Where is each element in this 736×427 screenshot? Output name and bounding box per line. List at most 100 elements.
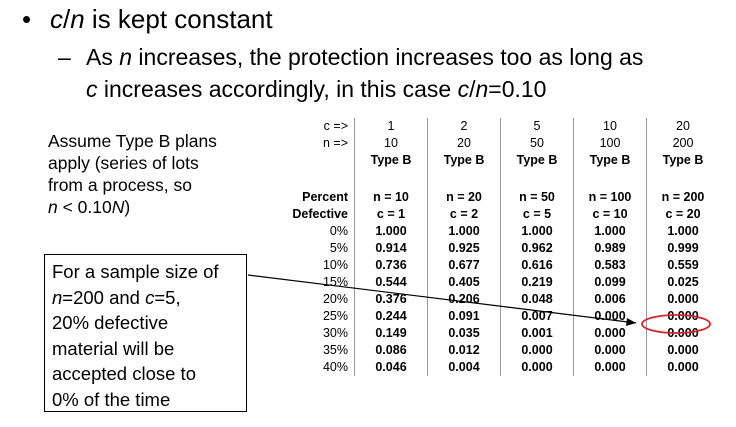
plan-type: Type B [354, 152, 428, 169]
defective-header: Defective [292, 207, 348, 221]
var-n: n [52, 286, 63, 308]
probability-cell: 0.544 [354, 274, 428, 291]
probability-cell: 0.001 [500, 325, 574, 342]
probability-cell: 0.000 [646, 359, 719, 376]
percent-defective-cell: 5% [329, 241, 348, 255]
table-row: 20% 0.376 0.206 0.048 0.006 0.000 [272, 291, 719, 308]
callout-line: 0% of the time [52, 388, 171, 410]
var-n: n [48, 197, 58, 217]
sub-bullet-line-2: c increases accordingly, in this case c/… [86, 76, 546, 103]
sub-text: increases, the protection increases too … [132, 44, 644, 70]
probability-cell: 0.989 [573, 240, 647, 257]
c-value: 10 [573, 118, 647, 135]
c-value: 5 [500, 118, 574, 135]
n-header: n = 50 [500, 189, 574, 206]
var-c: c [50, 4, 63, 34]
percent-defective-cell: 35% [322, 343, 348, 357]
assume-line: apply (series of lots [48, 153, 199, 173]
probability-cell: 0.559 [646, 257, 719, 274]
probability-cell: 0.999 [646, 240, 719, 257]
percent-defective-cell: 40% [322, 360, 348, 374]
slash: / [469, 76, 476, 102]
percent-defective-cell: 20% [322, 292, 348, 306]
probability-cell: 0.000 [500, 342, 574, 359]
plan-type: Type B [646, 152, 719, 169]
callout-text: =200 and [62, 286, 146, 308]
probability-cell: 0.099 [573, 274, 647, 291]
probability-cell: 0.012 [427, 342, 501, 359]
probability-cell: 0.925 [427, 240, 501, 257]
sub-text: As [86, 44, 120, 70]
probability-cell: 0.046 [354, 359, 428, 376]
plan-type: Type B [427, 152, 501, 169]
probability-cell: 0.000 [646, 291, 719, 308]
n-header: n = 100 [573, 189, 647, 206]
percent-defective-cell: 0% [329, 224, 348, 238]
probability-cell: 0.405 [427, 274, 501, 291]
plan-type: Type B [573, 152, 647, 169]
probability-cell: 1.000 [646, 223, 719, 240]
probability-cell: 1.000 [500, 223, 574, 240]
probability-cell: 0.000 [500, 359, 574, 376]
arrow-head [626, 318, 636, 326]
sub-text: increases accordingly, in this case [97, 76, 458, 102]
callout-line: 20% defective [52, 312, 169, 333]
n-header: n = 10 [354, 189, 428, 206]
percent-defective-cell: 30% [322, 326, 348, 340]
assumption-note: Assume Type B plans apply (series of lot… [48, 130, 268, 218]
probability-cell: 0.677 [427, 257, 501, 274]
callout-line: material will be [52, 337, 175, 359]
n-value: 50 [500, 135, 574, 152]
probability-cell: 0.006 [573, 291, 647, 308]
c-header: c = 2 [427, 206, 501, 223]
c-header: c = 20 [646, 206, 719, 223]
slash: / [63, 4, 71, 34]
var-n: n [70, 4, 85, 34]
callout-line: n=200 and c=5, [52, 285, 246, 311]
percent-defective-cell: 10% [322, 258, 348, 272]
bullet-heading: • c/n is kept constant [22, 4, 273, 35]
bullet-dot: • [22, 4, 32, 34]
probability-cell: 0.035 [427, 325, 501, 342]
probability-cell: 0.007 [500, 308, 574, 325]
highlight-ellipse [641, 314, 711, 334]
var-n: n [119, 44, 133, 70]
probability-cell: 0.025 [646, 274, 719, 291]
assume-line: from a process, so [48, 175, 192, 195]
probability-cell: 0.914 [354, 240, 428, 257]
callout-line: For a sample size of [52, 261, 219, 282]
probability-cell: 1.000 [573, 223, 647, 240]
assume-line: n < 0.10N) [48, 196, 268, 218]
c-header: c = 10 [573, 206, 647, 223]
table-row: 40% 0.046 0.004 0.000 0.000 0.000 [272, 359, 719, 376]
n-header: n = 200 [646, 189, 719, 206]
n-value: 100 [573, 135, 647, 152]
probability-cell: 0.000 [573, 325, 647, 342]
table-row: 10% 0.736 0.677 0.616 0.583 0.559 [272, 257, 719, 274]
table-row: 25% 0.244 0.091 0.007 0.000 0.000 [272, 308, 719, 325]
probability-cell: 0.091 [427, 308, 501, 325]
var-c: c [86, 76, 98, 102]
c-value: 20 [646, 118, 719, 135]
percent-header: Percent [302, 190, 348, 204]
callout-line: accepted close to [52, 363, 196, 384]
n-value: 20 [427, 135, 501, 152]
oc-table: c => 1 2 5 10 20 n => 10 20 50 100 200 T… [272, 118, 719, 376]
table-row: 15% 0.544 0.405 0.219 0.099 0.025 [272, 274, 719, 291]
table-row: 35% 0.086 0.012 0.000 0.000 0.000 [272, 342, 719, 359]
table-row: 0% 1.000 1.000 1.000 1.000 1.000 [272, 223, 719, 240]
probability-cell: 1.000 [427, 223, 501, 240]
ratio-value: =0.10 [488, 76, 547, 102]
var-N: N [111, 197, 125, 217]
var-c: c [145, 286, 155, 308]
callout-box: For a sample size of n=200 and c=5, 20% … [44, 254, 247, 412]
probability-cell: 0.149 [354, 325, 428, 342]
percent-defective-cell: 25% [322, 309, 348, 323]
assume-text: < 0.10 [57, 197, 112, 217]
assume-line: Assume Type B plans [48, 131, 217, 151]
c-value: 1 [354, 118, 428, 135]
n-header: n = 20 [427, 189, 501, 206]
probability-cell: 0.244 [354, 308, 428, 325]
n-value: 10 [354, 135, 428, 152]
